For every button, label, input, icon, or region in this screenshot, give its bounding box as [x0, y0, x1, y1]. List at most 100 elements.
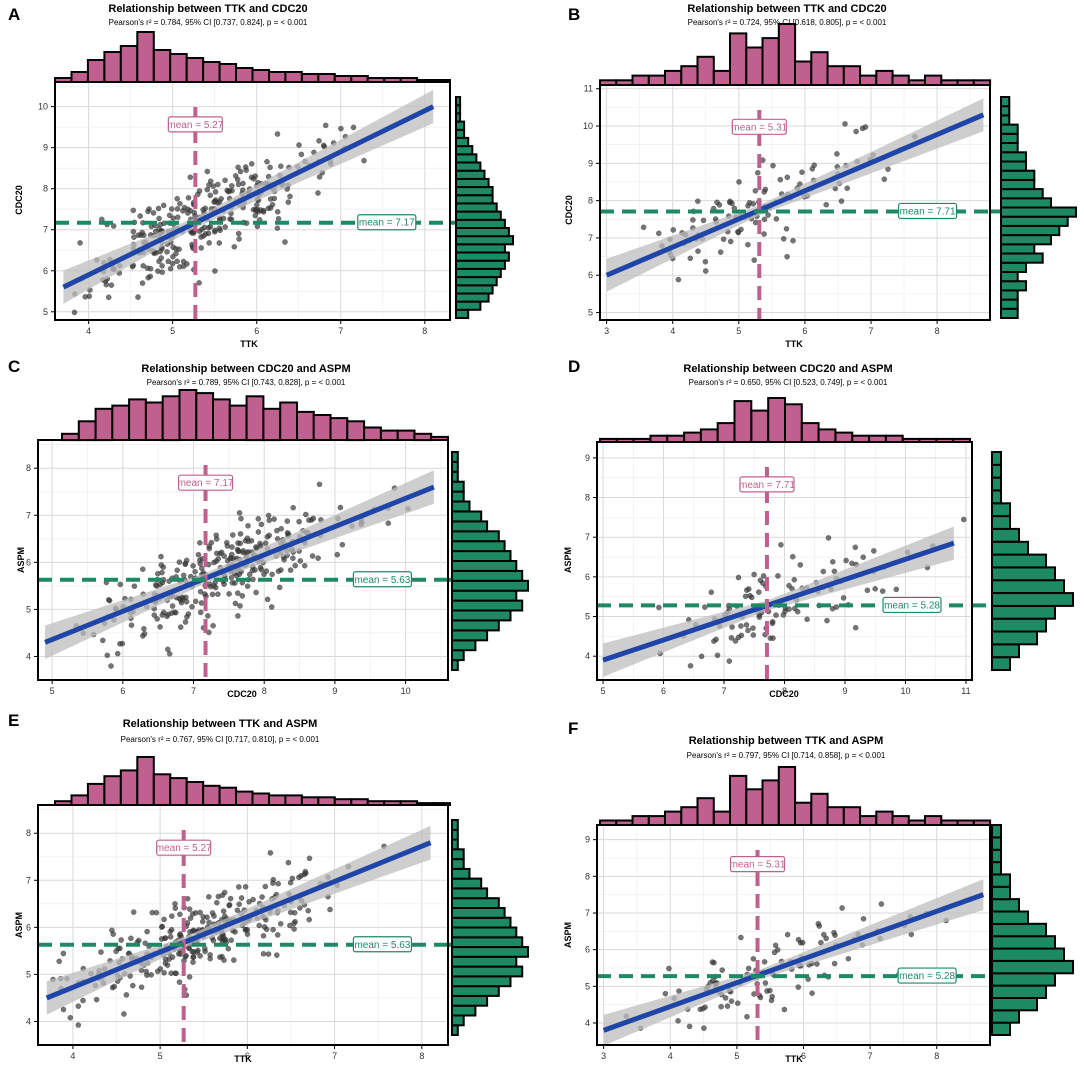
histogram-y-bar — [991, 656, 1011, 672]
scatter-point — [662, 990, 669, 997]
histogram-x-bar — [245, 395, 265, 442]
histogram-y-bar — [455, 292, 490, 303]
scatter-point — [656, 604, 662, 611]
scatter-point — [242, 884, 249, 890]
histogram-y-bar — [1000, 307, 1019, 319]
scatter-point — [253, 589, 259, 596]
scatter-point — [211, 913, 217, 919]
mean-x-label: mean = 5.27 — [156, 839, 212, 856]
scatter-point — [150, 210, 157, 216]
scatter-point — [742, 593, 749, 600]
x-tick-label: 5 — [50, 686, 55, 696]
scatter-point — [761, 216, 768, 223]
mean-y-label: mean = 7.71 — [897, 202, 958, 220]
scatter-point — [234, 590, 241, 596]
histogram-x-bar — [399, 800, 419, 807]
mean-x-label-box — [167, 116, 223, 133]
histogram-x-bar — [413, 432, 433, 442]
histogram-y-bar — [451, 955, 518, 968]
scatter-point — [207, 223, 214, 230]
histogram-y-bar — [991, 476, 1002, 492]
scatter-point — [842, 121, 848, 127]
scatter-point — [831, 960, 838, 967]
scatter-point — [219, 892, 226, 899]
scatter-point — [773, 216, 780, 222]
scatter-point — [221, 581, 227, 588]
histogram-y-bar — [1000, 132, 1019, 145]
histogram-x-bar — [70, 71, 89, 83]
scatter-point — [182, 619, 189, 625]
scatter-point — [271, 516, 277, 522]
histogram-x-bar — [383, 77, 402, 83]
scatter-point — [675, 276, 682, 283]
scatter-point — [246, 571, 253, 578]
x-tick-label: 9 — [332, 686, 337, 696]
scatter-point — [174, 214, 181, 220]
histogram-y-bar — [455, 194, 494, 205]
histogram-y-bar — [451, 975, 512, 988]
histogram-y-bar — [1000, 289, 1019, 301]
scatter-point — [761, 189, 768, 195]
scatter-point — [714, 199, 720, 206]
histogram-x-bar — [761, 37, 780, 86]
scatter-point — [207, 192, 214, 199]
histogram-y-bar — [455, 251, 510, 262]
panel-letter: A — [8, 5, 20, 24]
scatter-point — [226, 188, 233, 194]
scatter-point — [786, 606, 792, 612]
histogram-x-bar — [664, 810, 683, 826]
scatter-point — [756, 589, 762, 595]
scatter-point — [157, 966, 164, 972]
scatter-point — [210, 622, 216, 629]
histogram-x-bar — [826, 806, 845, 827]
scatter-point — [137, 213, 143, 219]
histogram-x-bar — [817, 428, 837, 443]
scatter-point — [176, 979, 183, 985]
histogram-x-bar — [379, 429, 399, 442]
scatter-point — [726, 658, 733, 664]
histogram-y-bar — [451, 550, 512, 562]
scatter-point — [174, 206, 181, 212]
histogram-x-bar — [300, 73, 320, 83]
scatter-point — [878, 901, 885, 907]
scatter-point — [243, 167, 249, 173]
scatter-point — [185, 194, 192, 201]
histogram-y-bar — [451, 936, 524, 949]
scatter-point — [141, 626, 147, 632]
scatter-point — [167, 265, 174, 272]
scatter-point — [154, 616, 160, 622]
scatter-point — [287, 567, 294, 573]
scatter-point — [245, 523, 251, 529]
scatter-point — [177, 624, 184, 630]
scatter-point — [239, 593, 246, 599]
histogram-x-bar — [777, 23, 797, 86]
scatter-point — [162, 956, 169, 963]
histogram-y-bar — [991, 617, 1047, 633]
histogram-x-bar — [202, 61, 221, 83]
regression-line — [602, 540, 955, 663]
scatter-point — [169, 954, 176, 960]
scatter-point — [840, 595, 847, 601]
histogram-x-bar — [136, 31, 155, 83]
histogram-x-bar — [794, 60, 813, 86]
scatter-point — [253, 544, 259, 550]
histogram-y-bar — [991, 502, 1011, 518]
scatter-point — [385, 520, 392, 527]
scatter-point — [184, 261, 190, 267]
x-tick-label: 4 — [70, 1051, 75, 1061]
histogram-y-bar — [455, 235, 514, 246]
scatter-point — [254, 206, 261, 213]
histogram-y-bar — [455, 104, 462, 115]
x-tick-label: 7 — [869, 326, 874, 336]
y-tick-label: 5 — [26, 969, 31, 979]
chart-subtitle: Pearson's r² = 0.797, 95% CI [0.714, 0.8… — [687, 751, 886, 760]
scatter-point — [205, 613, 211, 619]
scatter-point — [82, 293, 88, 300]
mean-x-label-box — [731, 118, 787, 135]
panel-d: D Relationship between CDC20 and ASPM Pear… — [563, 357, 1074, 699]
mean-y-label-text: mean = 7.17 — [359, 218, 415, 229]
mean-y-label-box — [352, 936, 412, 953]
histogram-x-bar — [632, 437, 652, 443]
scatter-point — [206, 545, 213, 552]
panel-letter: E — [8, 711, 19, 730]
